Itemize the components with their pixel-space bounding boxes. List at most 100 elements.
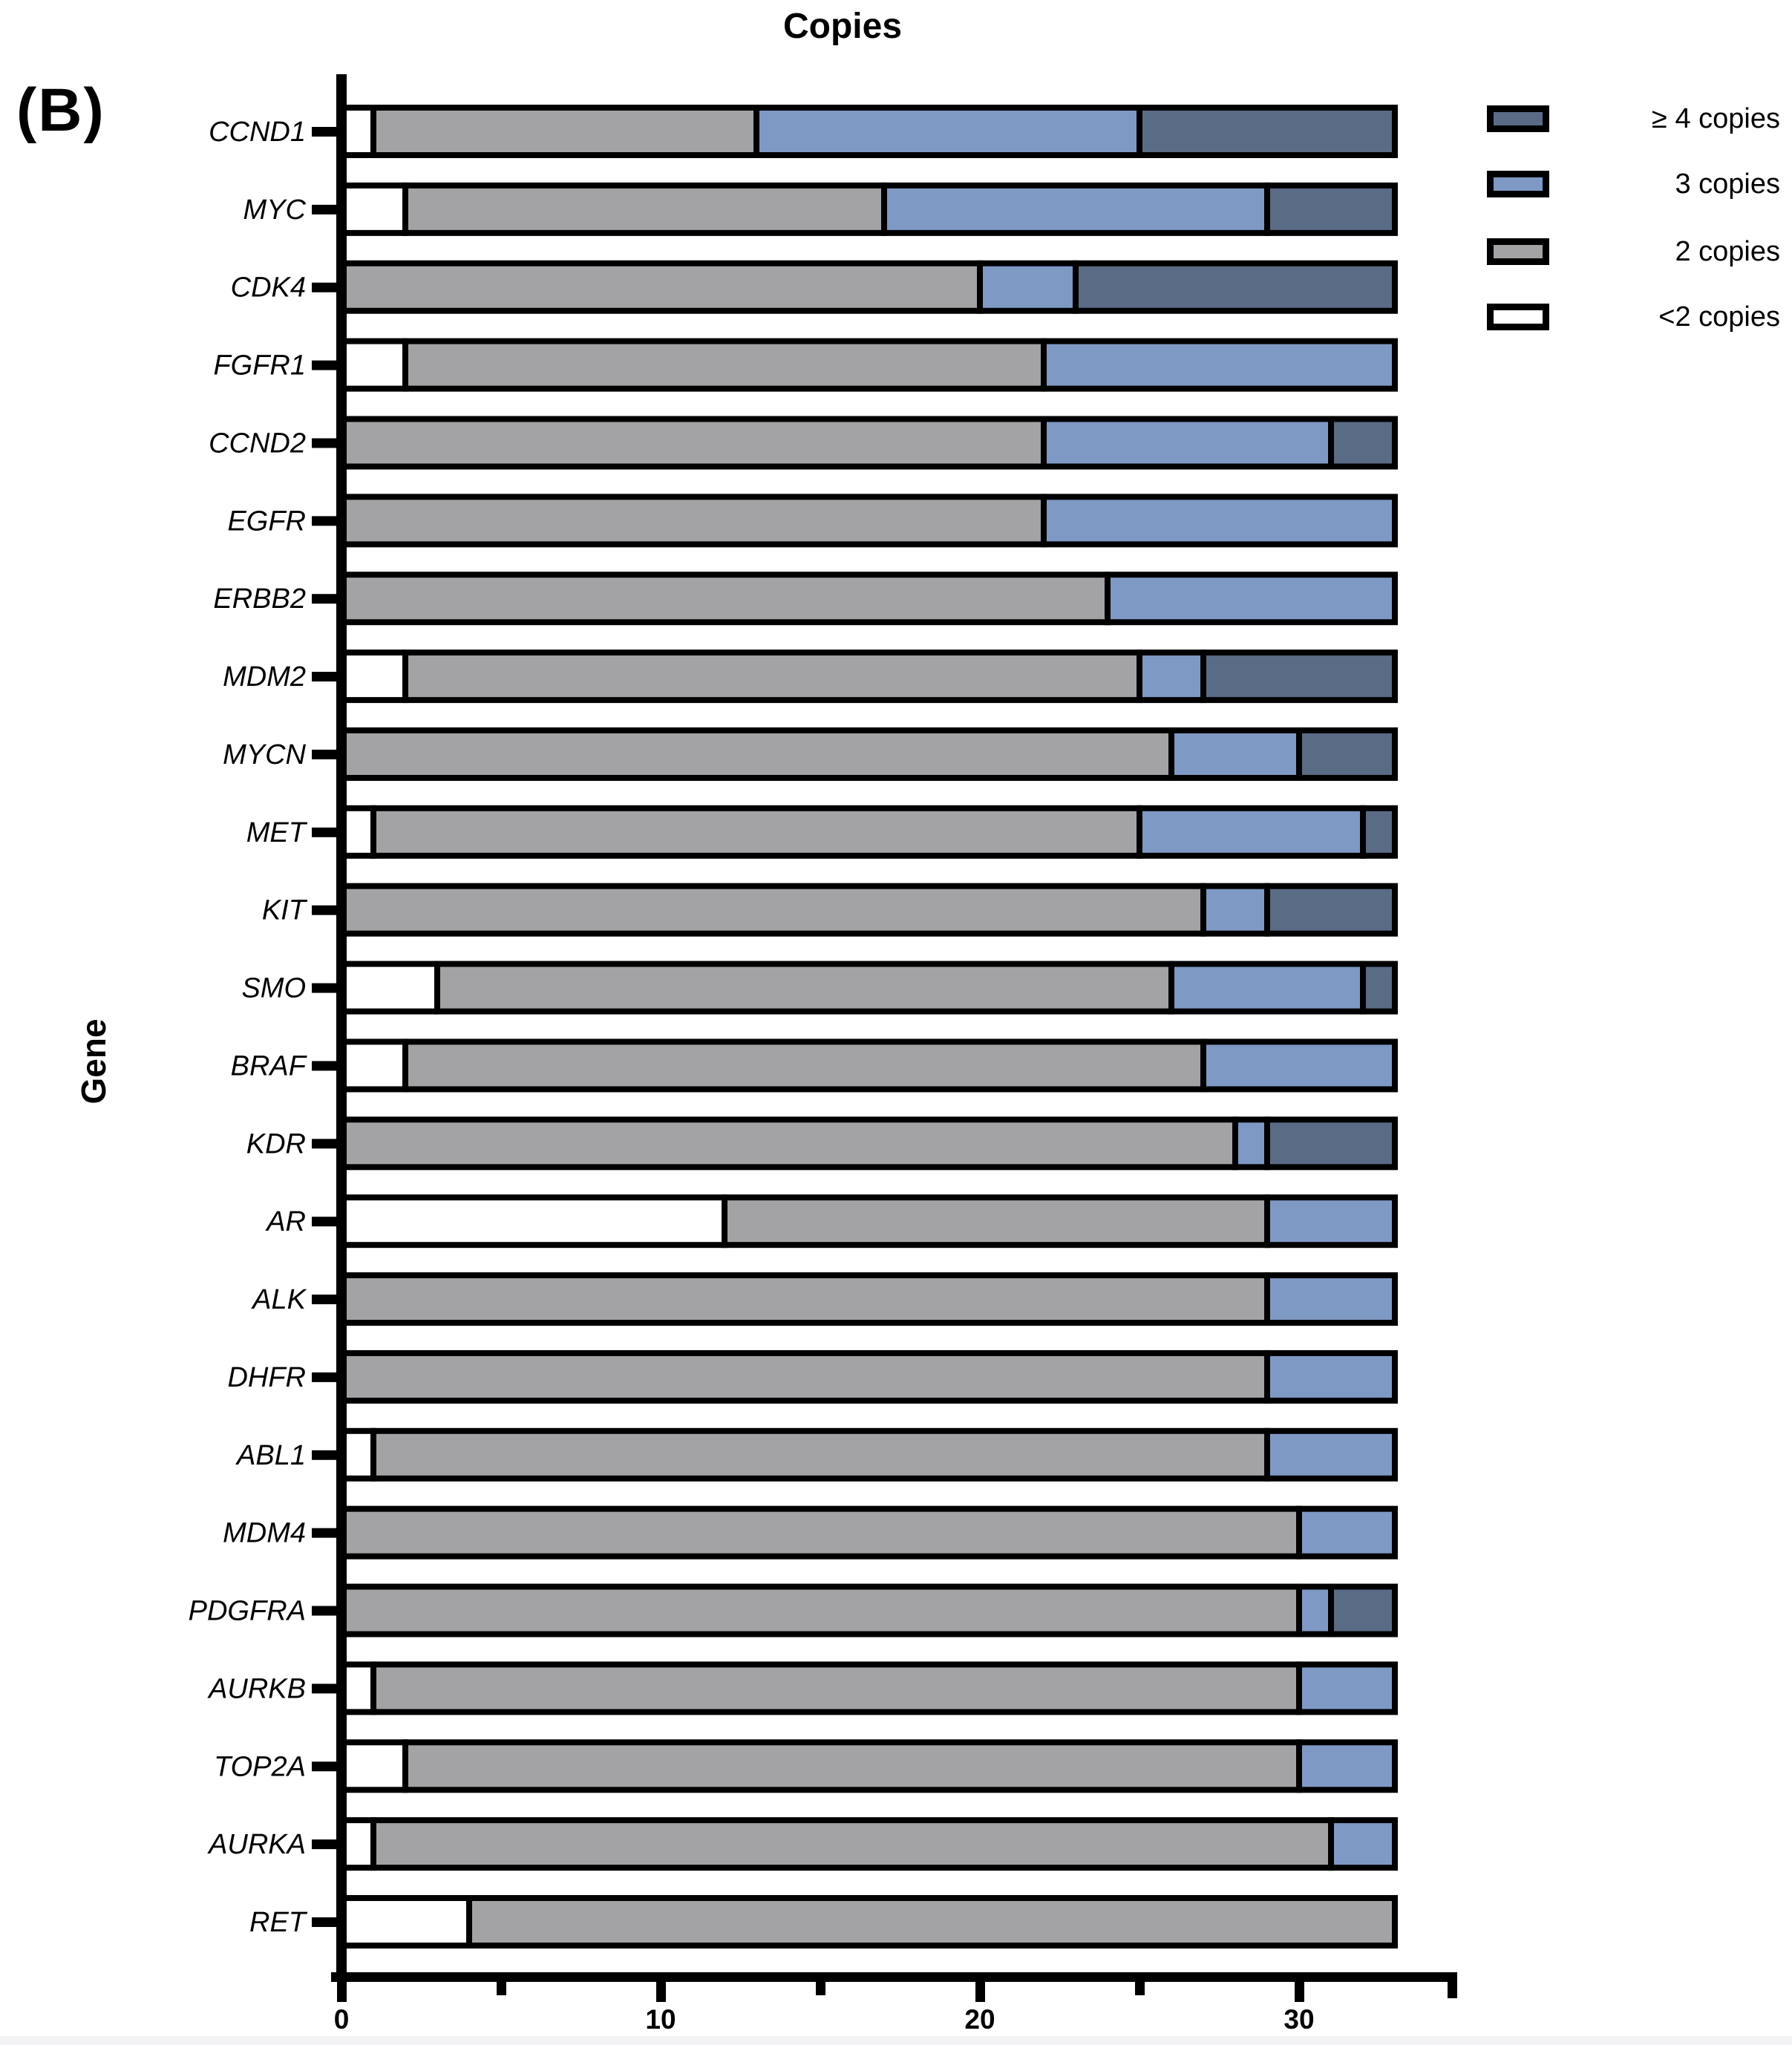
x-axis-end-tick [1448,1982,1457,1998]
bar-segment-KIT [339,883,1206,937]
gene-tick-MDM4 [312,1528,341,1538]
bar-segment-KDR [1264,1116,1398,1171]
gene-tick-label-SMO: SMO [241,973,306,1004]
gene-tick-label-MYC: MYC [243,194,307,226]
gene-tick-label-ALK: ALK [251,1284,307,1315]
gene-tick-label-BRAF: BRAF [231,1050,307,1082]
gene-tick-EGFR [312,516,341,526]
x-tick-label: 20 [964,2004,995,2035]
bar-segment-AURKB [1296,1661,1398,1715]
legend-label: 3 copies [1675,168,1780,200]
gene-tick-label-MET: MET [246,817,308,848]
bar-segment-SMO [339,961,440,1015]
x-major-tick [975,1982,985,2002]
bar-segment-EGFR [1041,494,1398,548]
bar-segment-CDK4 [1073,260,1398,314]
gene-tick-AURKB [312,1684,341,1694]
bar-segment-TOP2A [1296,1739,1398,1793]
bar-segment-PDGFRA [1328,1583,1398,1637]
gene-tick-CDK4 [312,282,341,292]
gene-tick-label-AURKB: AURKB [207,1673,306,1704]
bar-segment-MYCN [1168,727,1302,781]
bottom-strip [0,2036,1792,2045]
x-major-tick [1295,1982,1304,2002]
bar-segment-KDR [1232,1116,1270,1171]
bar-segment-MET [1137,805,1366,859]
gene-tick-TOP2A [312,1761,341,1772]
bar-segment-MYCN [1296,727,1398,781]
bar-segment-KIT [1264,883,1398,937]
bar-segment-MET [1360,805,1398,859]
gene-tick-label-DHFR: DHFR [227,1362,306,1393]
gene-tick-ALK [312,1295,341,1305]
bar-segment-KIT [1200,883,1270,937]
gene-tick-label-MDM4: MDM4 [223,1518,306,1549]
gene-tick-label-ABL1: ABL1 [235,1440,306,1471]
bar-segment-CCND1 [370,105,759,158]
bar-segment-MDM2 [402,650,1142,704]
bar-segment-FGFR1 [402,338,1047,392]
bar-segment-EGFR [339,494,1047,548]
bar-segment-DHFR [339,1349,1270,1404]
gene-tick-RET [312,1917,341,1928]
gene-tick-label-KIT: KIT [262,895,308,926]
gene-tick-MDM2 [312,672,341,682]
bar-segment-RET [339,1895,472,1949]
x-minor-tick [497,1982,506,1995]
gene-tick-label-AR: AR [265,1206,306,1237]
bar-segment-CCND2 [1328,416,1398,470]
bar-segment-AURKA [370,1817,1334,1871]
bar-segment-ABL1 [339,1427,376,1482]
gene-tick-ERBB2 [312,594,341,604]
bar-segment-MDM2 [1200,650,1398,704]
bar-segment-RET [466,1895,1398,1949]
gene-tick-DHFR [312,1372,341,1382]
bar-segment-AURKA [1328,1817,1398,1871]
legend-swatch-3-copies [1487,171,1549,197]
gene-tick-BRAF [312,1061,341,1071]
bar-segment-ABL1 [1264,1427,1398,1482]
gene-tick-KIT [312,905,341,915]
gene-tick-PDGFRA [312,1606,341,1616]
bar-segment-ALK [1264,1272,1398,1326]
bar-segment-MDM2 [1137,650,1206,704]
gene-tick-label-MYCN: MYCN [223,739,306,770]
gene-tick-label-CDK4: CDK4 [231,272,306,304]
bar-segment-BRAF [1200,1038,1398,1093]
x-axis-line [331,1972,1457,1982]
y-axis-line [336,74,347,1982]
bar-segment-ABL1 [370,1427,1270,1482]
bar-segment-CCND1 [1137,105,1398,158]
bar-segment-BRAF [339,1038,408,1093]
legend-label: ≥ 4 copies [1652,103,1780,134]
chart-title: Copies [782,7,903,46]
gene-tick-label-RET: RET [249,1907,308,1938]
gene-tick-label-FGFR1: FGFR1 [213,350,306,382]
gene-tick-AR [312,1217,341,1227]
gene-tick-SMO [312,983,341,993]
x-minor-tick [816,1982,825,1995]
bar-segment-FGFR1 [1041,338,1398,392]
panel-label: (B) [16,76,105,144]
bar-segment-MYC [881,182,1270,236]
x-minor-tick [1135,1982,1145,1995]
gene-tick-CCND2 [312,438,341,448]
legend-item-2-copies: 2 copies [1487,238,1780,266]
legend-label: 2 copies [1675,236,1780,267]
bar-segment-CCND2 [1041,416,1334,470]
bar-segment-MYC [1264,182,1398,236]
legend-item-lt2-copies: <2 copies [1487,303,1780,331]
x-tick-label: 30 [1283,2004,1314,2035]
bar-segment-CDK4 [977,260,1079,314]
bar-segment-MET [370,805,1142,859]
bar-segment-MYC [402,182,887,236]
gene-tick-label-PDGFRA: PDGFRA [189,1596,306,1627]
bar-segment-AURKB [370,1661,1302,1715]
x-major-tick [337,1982,347,2002]
gene-tick-ABL1 [312,1450,341,1460]
gene-tick-MYC [312,204,341,215]
bar-segment-SMO [1168,961,1366,1015]
legend-swatch-ge4-copies [1487,105,1549,132]
bar-segment-CDK4 [339,260,983,314]
bar-segment-ERBB2 [339,572,1111,626]
